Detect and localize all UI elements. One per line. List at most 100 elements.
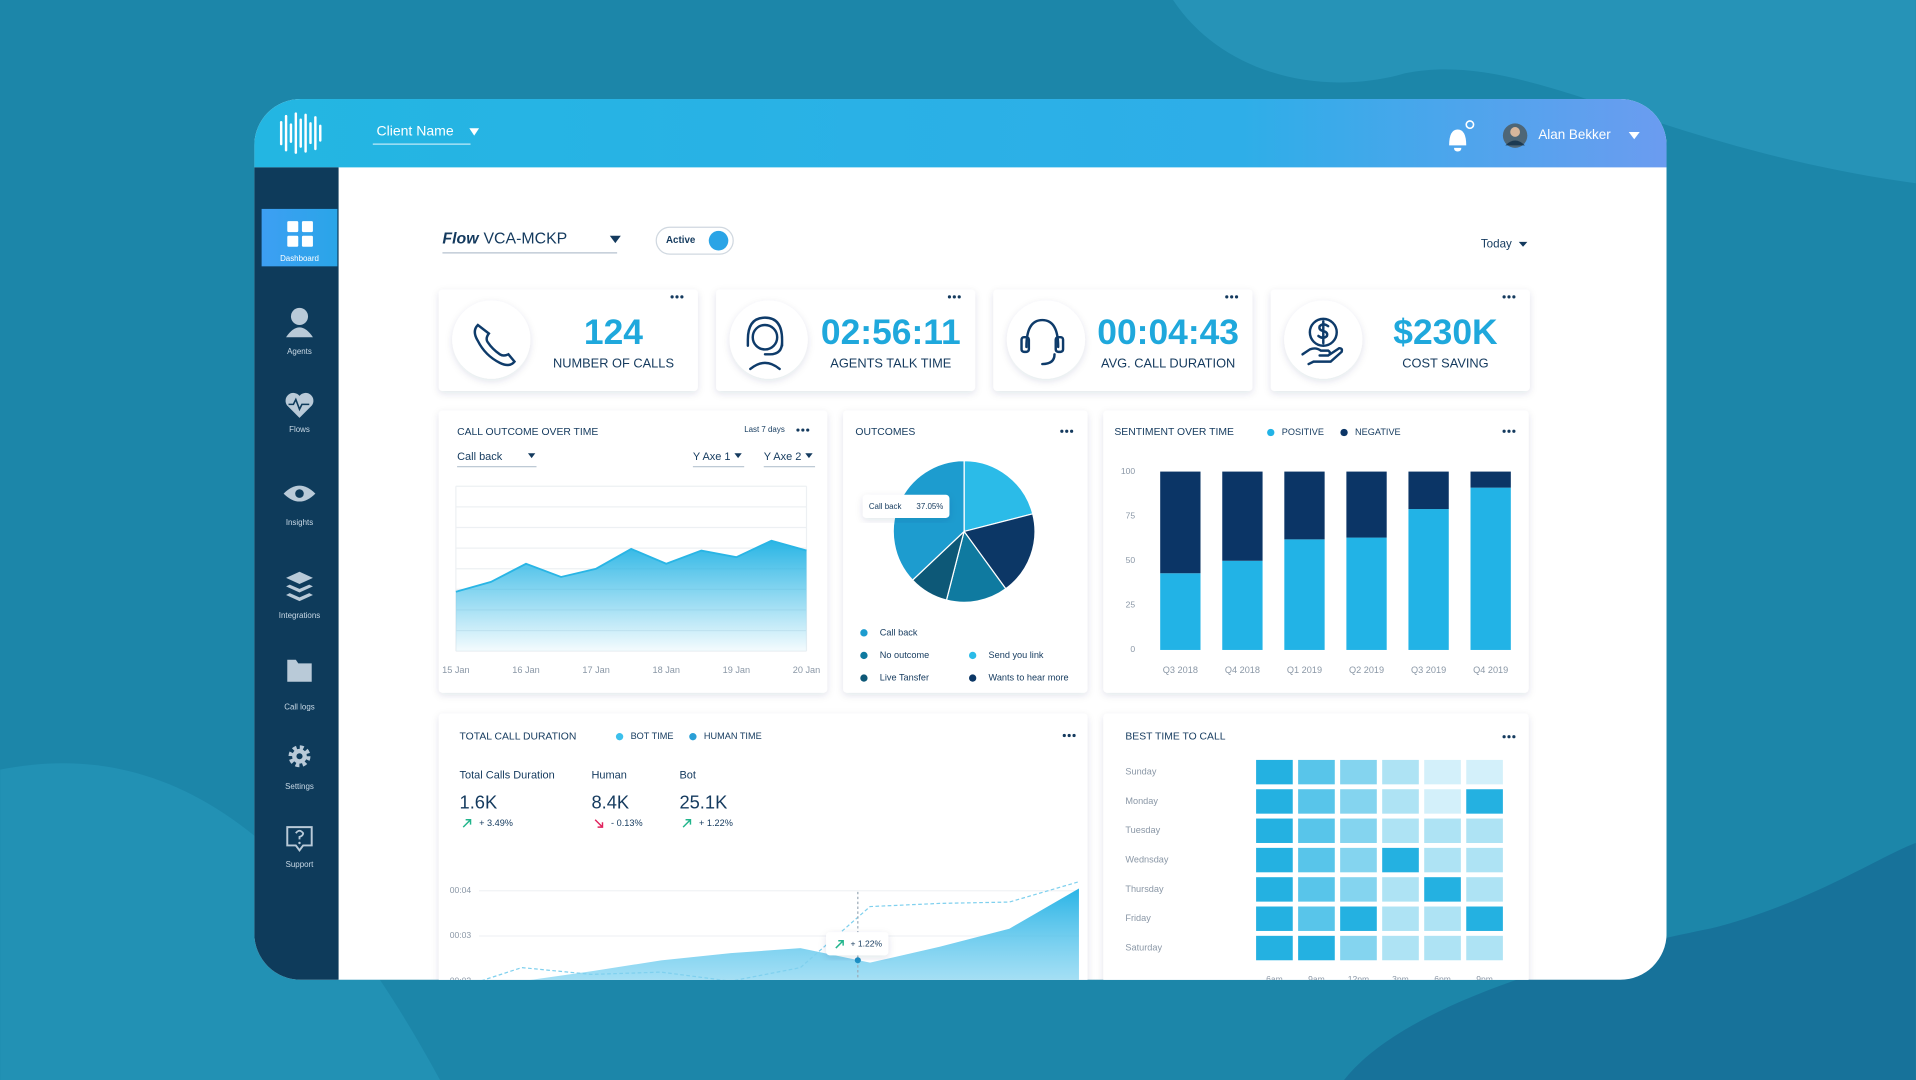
agents-icon[interactable] bbox=[286, 327, 313, 338]
kpi-icon-circle bbox=[452, 300, 531, 379]
heat-cell bbox=[1382, 877, 1419, 902]
sidebar-active-tile[interactable] bbox=[261, 208, 338, 267]
sidebar-label[interactable]: Settings bbox=[285, 782, 314, 791]
more-menu[interactable] bbox=[1507, 735, 1511, 739]
more-menu[interactable] bbox=[1507, 295, 1511, 299]
label: 8.4K bbox=[591, 792, 629, 813]
more-menu[interactable] bbox=[675, 295, 679, 299]
more-menu[interactable] bbox=[1230, 295, 1234, 299]
more-menu[interactable] bbox=[801, 428, 805, 432]
heat-cell bbox=[1424, 906, 1461, 931]
kpi-value: 124 bbox=[584, 312, 643, 352]
label: 1.6K bbox=[460, 792, 498, 813]
axis-select[interactable]: Y Axe 1 bbox=[693, 451, 731, 463]
heat-cell bbox=[1424, 759, 1461, 785]
dashed-line bbox=[452, 881, 1080, 980]
call-logs-icon[interactable] bbox=[287, 659, 312, 682]
user-name[interactable]: Alan Bekker bbox=[1538, 127, 1611, 142]
more-menu[interactable] bbox=[1062, 733, 1066, 738]
dropdown-arrow[interactable] bbox=[1628, 131, 1640, 140]
area bbox=[455, 540, 807, 652]
label: CALL OUTCOME OVER TIME bbox=[457, 427, 598, 438]
row-label: Tuesday bbox=[1125, 825, 1160, 835]
trend-arrow bbox=[462, 819, 472, 828]
bar-segment bbox=[1284, 471, 1325, 540]
legend-dot bbox=[968, 651, 977, 660]
more-menu[interactable] bbox=[670, 295, 674, 299]
agent-icon bbox=[751, 323, 779, 351]
sidebar-label[interactable]: Flows bbox=[289, 425, 310, 434]
label[interactable]: Call back bbox=[457, 451, 503, 463]
heat-cell bbox=[1424, 877, 1461, 902]
cost-icon bbox=[1308, 317, 1338, 347]
heat-cell bbox=[1424, 935, 1461, 961]
label: + 3.49% bbox=[479, 818, 513, 828]
more-menu[interactable] bbox=[1502, 735, 1506, 739]
heat-cell bbox=[1382, 818, 1419, 843]
more-menu[interactable] bbox=[796, 428, 800, 432]
more-menu[interactable] bbox=[1060, 429, 1064, 433]
sidebar-label[interactable]: Dashboard bbox=[280, 254, 319, 263]
bar-segment bbox=[1408, 509, 1449, 650]
more-menu[interactable] bbox=[1512, 429, 1516, 433]
flow-name: VCA-MCKP bbox=[483, 231, 567, 248]
dashboard-content: Dashboard Agents Flows Insights Integrations… bbox=[279, 254, 1530, 984]
agents-icon[interactable] bbox=[290, 307, 309, 325]
more-menu[interactable] bbox=[1512, 295, 1516, 299]
sidebar-label[interactable]: Insights bbox=[286, 518, 313, 527]
more-menu[interactable] bbox=[1070, 429, 1074, 433]
heat-cell bbox=[1340, 935, 1377, 961]
sidebar-label[interactable]: Integrations bbox=[279, 611, 321, 620]
support-icon[interactable] bbox=[286, 826, 313, 852]
legend-label: POSITIVE bbox=[1282, 427, 1324, 437]
client-select[interactable]: Client Name bbox=[376, 123, 453, 139]
label: 25.1K bbox=[679, 792, 728, 813]
row-label: Saturday bbox=[1125, 942, 1162, 952]
more-menu[interactable] bbox=[947, 295, 952, 299]
legend-dot bbox=[1267, 428, 1275, 437]
more-menu[interactable] bbox=[1507, 429, 1511, 433]
dropdown-arrow[interactable] bbox=[734, 453, 742, 459]
more-menu[interactable] bbox=[957, 295, 961, 299]
more-menu[interactable] bbox=[680, 295, 684, 299]
more-menu[interactable] bbox=[1234, 295, 1239, 299]
bar-segment bbox=[1470, 471, 1511, 488]
more-menu[interactable] bbox=[1072, 733, 1076, 738]
dropdown-arrow[interactable] bbox=[527, 453, 536, 459]
cost-icon bbox=[1301, 320, 1344, 366]
more-menu[interactable] bbox=[952, 295, 956, 299]
period-select[interactable]: Today bbox=[1481, 237, 1512, 250]
column-label: 6pm bbox=[1434, 974, 1451, 984]
label: OUTCOMES bbox=[855, 427, 915, 438]
logo bbox=[279, 112, 322, 154]
y-tick-label: 00:04 bbox=[450, 885, 472, 895]
dropdown-arrow[interactable] bbox=[469, 128, 480, 136]
more-menu[interactable] bbox=[1512, 735, 1516, 739]
more-menu[interactable] bbox=[1502, 429, 1506, 433]
heat-cell bbox=[1424, 818, 1461, 843]
settings-icon[interactable] bbox=[288, 745, 311, 768]
legend-label: Call back bbox=[880, 627, 918, 637]
dropdown-arrow[interactable] bbox=[609, 235, 621, 244]
more-menu[interactable] bbox=[1067, 733, 1071, 738]
sidebar-label[interactable]: Call logs bbox=[284, 702, 314, 711]
axis-select[interactable]: Y Axe 2 bbox=[764, 451, 802, 463]
column-label: 6am bbox=[1266, 974, 1283, 984]
flows-icon[interactable] bbox=[285, 392, 314, 418]
insights-pupil bbox=[295, 489, 304, 498]
more-menu[interactable] bbox=[1225, 295, 1229, 299]
flow-select[interactable]: Flow VCA-MCKP bbox=[442, 231, 567, 248]
more-menu[interactable] bbox=[806, 428, 810, 432]
more-menu[interactable] bbox=[1065, 429, 1069, 433]
more-menu[interactable] bbox=[1502, 295, 1506, 299]
bell-icon[interactable] bbox=[1449, 129, 1467, 152]
legend-dot bbox=[615, 733, 624, 741]
integrations-icon[interactable] bbox=[286, 571, 313, 602]
dropdown-arrow[interactable] bbox=[1518, 241, 1528, 247]
area-line bbox=[455, 539, 807, 593]
notification-dot bbox=[1465, 120, 1475, 130]
sidebar-label[interactable]: Support bbox=[286, 860, 315, 869]
sidebar-label[interactable]: Agents bbox=[287, 347, 312, 356]
dropdown-arrow[interactable] bbox=[805, 453, 813, 459]
